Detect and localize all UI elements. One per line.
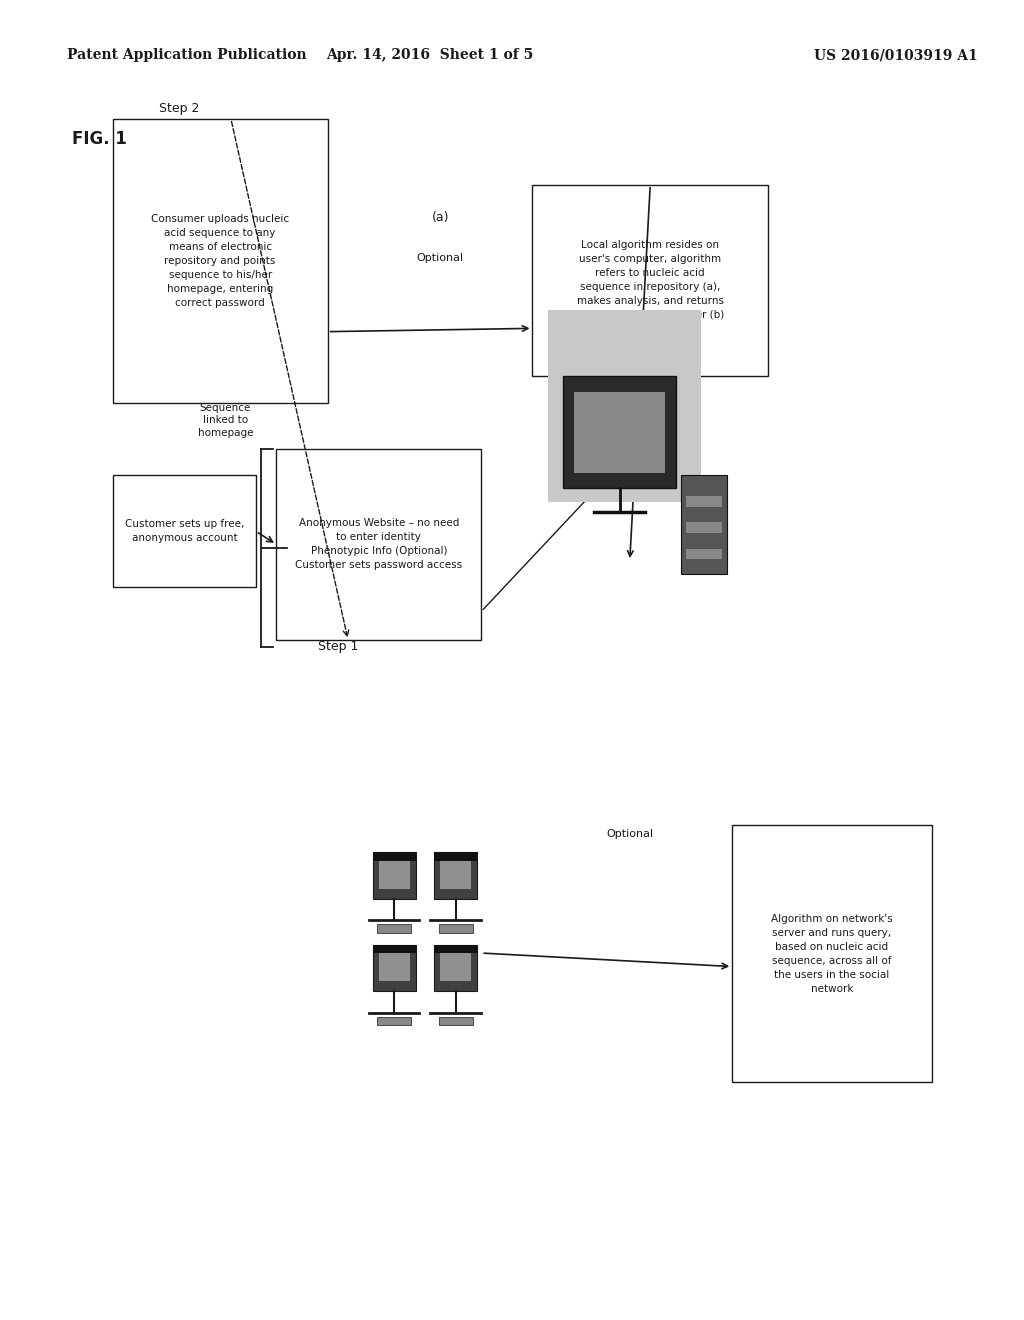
FancyBboxPatch shape bbox=[440, 861, 471, 888]
Text: (b): (b) bbox=[580, 392, 598, 405]
FancyBboxPatch shape bbox=[434, 945, 477, 991]
FancyBboxPatch shape bbox=[113, 119, 328, 403]
Text: Customer sets up free,
anonymous account: Customer sets up free, anonymous account bbox=[125, 519, 244, 544]
FancyBboxPatch shape bbox=[686, 496, 723, 507]
FancyBboxPatch shape bbox=[563, 376, 676, 488]
Text: Sequence
linked to
homepage: Sequence linked to homepage bbox=[198, 403, 253, 438]
Text: Consumer uploads nucleic
acid sequence to any
means of electronic
repository and: Consumer uploads nucleic acid sequence t… bbox=[152, 214, 289, 308]
FancyBboxPatch shape bbox=[434, 853, 477, 899]
FancyBboxPatch shape bbox=[732, 825, 932, 1082]
FancyBboxPatch shape bbox=[377, 1016, 412, 1024]
FancyBboxPatch shape bbox=[681, 475, 727, 574]
FancyBboxPatch shape bbox=[438, 924, 473, 932]
FancyBboxPatch shape bbox=[377, 924, 412, 932]
Text: Algorithm on network's
server and runs query,
based on nucleic acid
sequence, ac: Algorithm on network's server and runs q… bbox=[771, 913, 893, 994]
Text: US 2016/0103919 A1: US 2016/0103919 A1 bbox=[814, 49, 978, 62]
Text: Patent Application Publication: Patent Application Publication bbox=[67, 49, 306, 62]
FancyBboxPatch shape bbox=[686, 523, 723, 533]
Text: FIG. 1: FIG. 1 bbox=[72, 129, 127, 148]
Text: Step 2: Step 2 bbox=[159, 102, 200, 115]
FancyBboxPatch shape bbox=[574, 392, 665, 473]
FancyBboxPatch shape bbox=[548, 310, 701, 502]
FancyBboxPatch shape bbox=[373, 945, 416, 991]
FancyBboxPatch shape bbox=[438, 1016, 473, 1024]
FancyBboxPatch shape bbox=[373, 945, 416, 953]
Text: (a): (a) bbox=[431, 211, 450, 224]
FancyBboxPatch shape bbox=[686, 549, 723, 560]
Text: Local algorithm resides on
user's computer, algorithm
refers to nucleic acid
seq: Local algorithm resides on user's comput… bbox=[577, 240, 724, 321]
FancyBboxPatch shape bbox=[379, 953, 410, 981]
Text: Apr. 14, 2016  Sheet 1 of 5: Apr. 14, 2016 Sheet 1 of 5 bbox=[327, 49, 534, 62]
FancyBboxPatch shape bbox=[113, 475, 256, 587]
FancyBboxPatch shape bbox=[379, 861, 410, 888]
Text: Anonymous Website – no need
to enter identity
Phenotypic Info (Optional)
Custome: Anonymous Website – no need to enter ide… bbox=[295, 519, 463, 570]
Text: Optional: Optional bbox=[417, 253, 464, 264]
FancyBboxPatch shape bbox=[434, 853, 477, 861]
FancyBboxPatch shape bbox=[440, 953, 471, 981]
FancyBboxPatch shape bbox=[276, 449, 481, 640]
Text: Optional: Optional bbox=[606, 829, 653, 840]
Text: Step 1: Step 1 bbox=[317, 640, 358, 653]
FancyBboxPatch shape bbox=[373, 853, 416, 899]
FancyBboxPatch shape bbox=[434, 945, 477, 953]
FancyBboxPatch shape bbox=[532, 185, 768, 376]
FancyBboxPatch shape bbox=[373, 853, 416, 861]
